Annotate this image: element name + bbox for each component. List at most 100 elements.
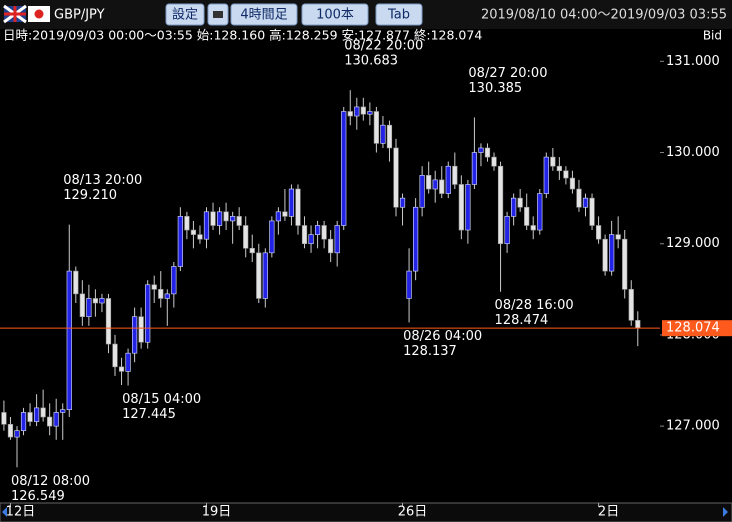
annotation-price: 130.385 (468, 81, 522, 96)
candle-body (145, 284, 151, 343)
candle-body (99, 298, 105, 304)
candle-body (86, 298, 92, 317)
candle-body (550, 156, 556, 167)
info: 日時:2019/09/03 00:00〜03:55 始:128.160 高:12… (3, 28, 482, 43)
range: 2019/08/10 04:00〜2019/09/03 03:55 (481, 8, 727, 23)
candle-body (334, 225, 340, 254)
candle-body (491, 156, 497, 167)
annotation-time: 08/22 20:00 (344, 39, 423, 54)
candle-body (47, 416, 53, 427)
candle-body (347, 111, 353, 117)
candle-body (556, 165, 562, 172)
candle-body (177, 216, 183, 267)
x-tick-label: 12日 (6, 505, 36, 520)
candle-body (210, 211, 216, 226)
candle-body (341, 111, 347, 226)
candle-body (79, 293, 85, 317)
candle-body (497, 165, 504, 245)
candle-body (14, 430, 20, 438)
candle-body (576, 188, 582, 208)
candle-body (543, 156, 549, 194)
candle-body (471, 152, 478, 185)
button-label: 100本 (316, 8, 354, 23)
x-tick-label: 19日 (202, 505, 232, 520)
candle-body (530, 225, 536, 231)
candle-body (386, 124, 393, 149)
y-tick-label: 129.000 (666, 236, 720, 251)
scroll-left[interactable] (2, 507, 7, 517)
y-tick-label: 130.000 (666, 145, 720, 160)
candle-body (53, 412, 59, 427)
candle-body (203, 211, 210, 240)
candle-body (413, 206, 419, 272)
settings-button[interactable] (165, 3, 205, 26)
candle-body (288, 188, 295, 217)
annotation-time: 08/27 20:00 (468, 66, 547, 81)
icon (213, 11, 223, 18)
x-tick-label: 26日 (398, 505, 428, 520)
candle-body (7, 424, 14, 438)
candle-body (426, 175, 432, 190)
current-price-label: 128.074 (666, 321, 720, 336)
candle-body (380, 124, 386, 144)
candle-body (360, 106, 366, 115)
candle-body (33, 407, 40, 422)
candle-body (262, 252, 268, 299)
candle-body (595, 225, 602, 240)
candle-body (609, 234, 615, 272)
candle-body (125, 352, 131, 372)
candle-body (308, 234, 314, 245)
tab-button[interactable] (375, 3, 423, 26)
candle-body (243, 225, 249, 249)
candle-body (615, 234, 621, 240)
interval-button[interactable] (230, 3, 298, 26)
candle-body (92, 298, 99, 304)
flag-uk-cross (4, 6, 26, 22)
annotation-time: 08/15 04:00 (122, 392, 201, 407)
annotation-price: 127.445 (122, 407, 176, 422)
annotation-time: 08/28 16:00 (495, 298, 574, 313)
candle-body (602, 238, 608, 272)
candle-body (216, 211, 223, 226)
candle-body (236, 216, 242, 226)
scroll-right[interactable] (723, 507, 728, 517)
candle-body (105, 298, 112, 345)
candle-body (132, 316, 138, 354)
candle-body (282, 211, 288, 217)
candle-body (465, 184, 471, 231)
candle-body (569, 177, 576, 190)
candle-body (484, 147, 491, 158)
candle-body (138, 316, 144, 343)
x-axis-bar (0, 502, 732, 522)
count-button[interactable] (301, 3, 369, 26)
candle-body (118, 366, 125, 372)
candle-body (524, 206, 530, 226)
candle-body (151, 284, 157, 290)
candle-body (367, 111, 373, 115)
candle-body (582, 197, 589, 208)
annotation-price: 128.474 (495, 313, 549, 328)
x-tick-label: 2日 (598, 505, 619, 520)
candle-body (478, 147, 484, 153)
candle-body (452, 165, 458, 185)
candle-body (73, 270, 79, 295)
annotation-time: 08/13 20:00 (63, 173, 142, 188)
candle-body (249, 247, 255, 254)
candle-body (20, 412, 27, 431)
candle-body (504, 216, 510, 245)
y-tick-label: 127.000 (666, 419, 720, 434)
annotation-price: 128.137 (403, 344, 457, 359)
candle-body (1, 412, 7, 425)
candle-body (511, 197, 517, 217)
candle-body (171, 266, 177, 295)
annotation-price: 126.549 (11, 489, 65, 504)
candle-body (445, 165, 451, 194)
candle-body (393, 147, 399, 208)
candle-body (269, 220, 275, 254)
candle-body (399, 197, 406, 208)
candle-body (406, 270, 412, 299)
candle-body (439, 179, 445, 194)
candle-body (256, 252, 262, 299)
